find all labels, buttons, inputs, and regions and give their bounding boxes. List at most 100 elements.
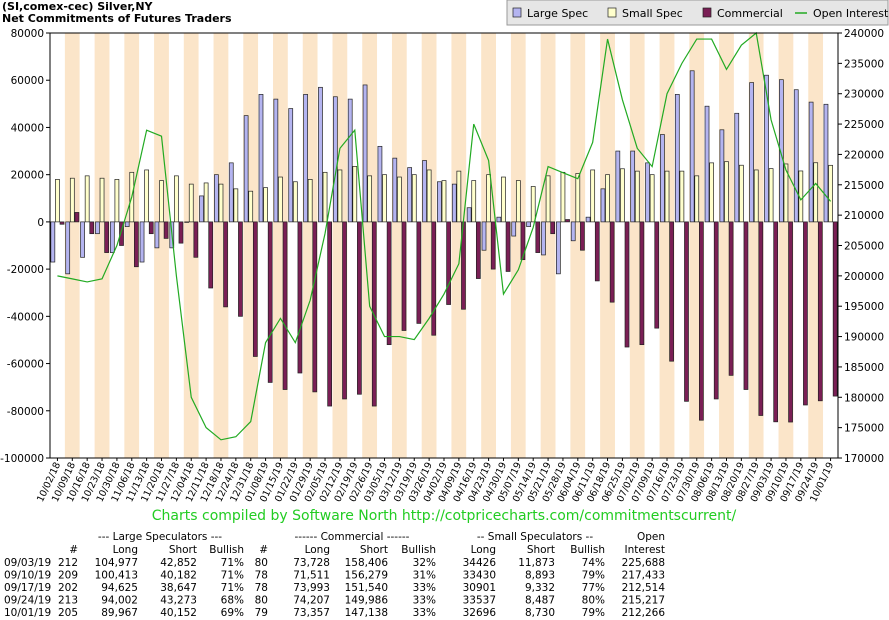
bar xyxy=(327,221,333,407)
bar xyxy=(704,105,710,223)
bar xyxy=(154,221,160,249)
column-band xyxy=(466,33,482,458)
table-group-header: ------ Commercial ------ xyxy=(295,531,410,543)
bar xyxy=(515,180,521,223)
bar xyxy=(813,162,819,223)
table-column-header: Interest xyxy=(625,544,665,556)
table-cell: 73,993 xyxy=(293,582,330,594)
bar xyxy=(397,176,402,223)
column-band xyxy=(79,33,95,458)
bar xyxy=(228,162,234,223)
bar xyxy=(163,221,169,239)
bar xyxy=(263,187,268,223)
table-cell: 8,487 xyxy=(525,595,555,607)
table-cell: 33537 xyxy=(463,595,496,607)
y-tick-label: 40000 xyxy=(11,122,44,134)
table-cell: 33% xyxy=(413,607,436,619)
legend-label: Small Spec xyxy=(622,7,683,20)
bar xyxy=(59,221,65,225)
bar xyxy=(764,74,769,223)
table: --- Large Speculators --- ------ Commerci… xyxy=(4,531,665,619)
table-cell: 104,977 xyxy=(95,557,138,569)
bar xyxy=(694,175,700,223)
legend-label: Large Spec xyxy=(527,7,588,20)
bar xyxy=(252,221,258,357)
bar xyxy=(530,186,536,223)
column-band xyxy=(540,33,556,458)
plot-frame xyxy=(49,32,839,459)
table-cell: 73,728 xyxy=(293,557,330,569)
table-cell: 32% xyxy=(413,557,436,569)
bar xyxy=(371,221,377,407)
bar xyxy=(174,175,179,223)
y2-tick-label: 200000 xyxy=(844,271,884,283)
bar xyxy=(119,221,124,246)
y2-tick-label: 220000 xyxy=(844,149,884,161)
column-band xyxy=(377,33,392,458)
column-band xyxy=(94,33,110,458)
table-cell: 71% xyxy=(221,557,244,569)
table-cell: 09/24/19 xyxy=(4,595,51,607)
bar xyxy=(634,170,640,223)
bar xyxy=(753,169,759,223)
bar xyxy=(501,176,506,223)
bar xyxy=(749,82,754,223)
table-cell: 71% xyxy=(221,582,244,594)
bar xyxy=(649,174,655,223)
table-cell: 9,332 xyxy=(525,582,555,594)
bar xyxy=(357,221,362,395)
chart-subtitle: Net Commitments of Futures Traders xyxy=(2,12,232,25)
bar xyxy=(74,212,80,223)
table-cell: 8,893 xyxy=(525,570,555,582)
table-cell: 09/10/19 xyxy=(4,570,51,582)
bar xyxy=(590,169,596,223)
y2-tick-label: 215000 xyxy=(844,180,884,192)
column-band xyxy=(525,33,541,458)
bar xyxy=(555,221,561,275)
table-cell: 89,967 xyxy=(101,607,138,619)
bar xyxy=(654,221,660,329)
legend-marker xyxy=(702,7,712,18)
legend-label: Commercial xyxy=(717,7,783,20)
bar xyxy=(779,79,784,223)
bar xyxy=(783,163,789,223)
bar xyxy=(332,96,338,223)
bar xyxy=(352,166,358,223)
table-cell: 74% xyxy=(582,557,605,569)
bar xyxy=(392,157,398,223)
table-cell: 34426 xyxy=(463,557,497,569)
bar xyxy=(411,174,417,223)
table-cell: 147,138 xyxy=(345,607,388,619)
bar xyxy=(312,221,318,393)
bar xyxy=(80,221,85,258)
table-cell: 10/01/19 xyxy=(4,607,51,619)
table-column-header: Bullish xyxy=(570,544,605,556)
bar xyxy=(570,221,576,242)
column-band xyxy=(228,33,244,458)
bar xyxy=(297,221,303,374)
bar xyxy=(89,221,95,235)
bar xyxy=(475,221,481,279)
bar xyxy=(322,171,328,223)
bar xyxy=(823,103,829,223)
column-band xyxy=(600,33,615,458)
column-band xyxy=(168,33,184,458)
y2-tick-label: 180000 xyxy=(844,392,884,404)
legend-marker xyxy=(607,7,617,18)
table-cell: 94,002 xyxy=(101,595,138,607)
table-cell: 217,433 xyxy=(622,570,665,582)
bar xyxy=(292,181,298,223)
bar xyxy=(451,183,457,223)
table-cell: 205 xyxy=(58,607,78,619)
table-cell: 202 xyxy=(58,582,78,594)
column-band xyxy=(510,33,526,458)
bar xyxy=(832,221,838,397)
bar xyxy=(758,221,764,416)
table-cell: 33430 xyxy=(463,570,496,582)
table-cell: 11,873 xyxy=(518,557,555,569)
bar xyxy=(367,175,373,223)
table-cell: 33% xyxy=(413,595,436,607)
bar xyxy=(630,150,636,223)
table-cell: 09/17/19 xyxy=(4,582,51,594)
table-cell: 31% xyxy=(413,570,436,582)
